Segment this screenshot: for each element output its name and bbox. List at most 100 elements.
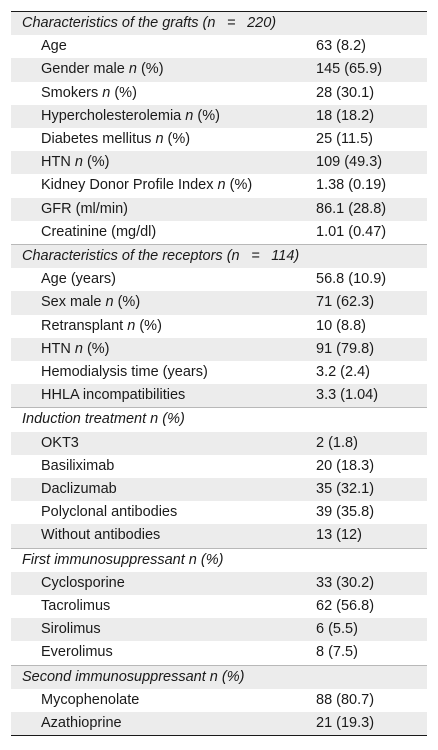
- row-label-text: Without antibodies: [41, 527, 161, 544]
- row-label: Hemodialysis time (years): [11, 361, 316, 384]
- row-value: 21 (19.3): [316, 712, 427, 736]
- row-label-suffix: (%): [136, 61, 164, 78]
- row-label-text: Polyclonal antibodies: [41, 504, 178, 521]
- row-value: 3.2 (2.4): [316, 364, 370, 381]
- row-label-text: Smokers: [41, 84, 103, 101]
- row-label-suffix: (%): [225, 177, 253, 194]
- row-label-text: Gender male: [41, 61, 129, 78]
- table-row: Age 63 (8.2): [11, 35, 427, 58]
- row-value: 109 (49.3): [316, 151, 427, 175]
- table-row: Retransplant n (%) 10 (8.8): [11, 315, 427, 338]
- row-label: Creatinine (mg/dl): [11, 221, 316, 245]
- table-row: HTN n (%) 91 (79.8): [11, 337, 427, 362]
- row-label: Gender male n (%): [11, 58, 316, 82]
- row-label: Everolimus: [11, 641, 316, 665]
- row-value: 62 (56.8): [316, 598, 375, 615]
- row-label: Mycophenolate: [11, 689, 316, 712]
- row-label: Smokers n (%): [11, 82, 316, 105]
- row-label-text: Mycophenolate: [41, 691, 140, 708]
- row-value: 39 (35.8): [316, 504, 375, 521]
- row-label: HHLA incompatibilities: [11, 384, 316, 408]
- table-row: Diabetes mellitus n (%) 25 (11.5): [11, 128, 427, 151]
- section-title: Characteristics of the grafts (n = 220): [11, 11, 427, 36]
- row-value: 10 (8.8): [316, 317, 366, 334]
- row-label-text: Age (years): [41, 271, 116, 288]
- table-row: Without antibodies 13 (12): [11, 524, 427, 549]
- row-label-text: HHLA incompatibilities: [41, 387, 186, 404]
- table-row: Sex male n (%) 71 (62.3): [11, 291, 427, 315]
- row-value: 13 (12): [316, 524, 427, 549]
- table-body: Characteristics of the grafts (n = 220) A…: [11, 11, 427, 736]
- table-row: Hypercholesterolemia n (%) 18 (18.2): [11, 104, 427, 129]
- row-label-suffix: (%): [110, 84, 137, 101]
- section-title: Second immunosuppressant n (%): [11, 664, 427, 689]
- row-label-unit: n: [127, 317, 136, 334]
- table-row: Gender male n (%) 145 (65.9): [11, 58, 427, 82]
- row-label: Age (years): [11, 268, 316, 291]
- row-label-text: Creatinine (mg/dl): [41, 223, 157, 240]
- table-row: GFR (ml/min) 86.1 (28.8): [11, 197, 427, 221]
- row-label-text: HTN: [41, 340, 75, 357]
- row-label-text: Sirolimus: [41, 621, 101, 638]
- row-label: Sirolimus: [11, 618, 316, 642]
- table-row: HTN n (%) 109 (49.3): [11, 151, 427, 175]
- section-header-row: Induction treatment n (%): [11, 407, 427, 432]
- row-label-text: HTN: [41, 154, 75, 171]
- row-value: 88 (80.7): [316, 691, 375, 708]
- row-label: Daclizumab: [11, 478, 316, 502]
- row-value: 35 (32.1): [316, 478, 427, 502]
- row-label-unit: n: [105, 294, 114, 311]
- row-label-text: Daclizumab: [41, 481, 117, 498]
- row-value: 33 (30.2): [316, 571, 427, 596]
- row-label: Azathioprine: [11, 712, 316, 736]
- row-label-text: Age: [41, 38, 67, 55]
- row-label-suffix: (%): [193, 107, 220, 124]
- row-value: 20 (18.3): [316, 457, 375, 474]
- row-value: 86.1 (28.8): [316, 197, 427, 221]
- row-label-suffix: (%): [82, 154, 110, 171]
- row-label: GFR (ml/min): [11, 197, 316, 221]
- row-value: 1.38 (0.19): [316, 177, 387, 194]
- table-row: Mycophenolate 88 (80.7): [11, 689, 427, 712]
- section-title: Induction treatment n (%): [11, 407, 427, 432]
- row-label: Tacrolimus: [11, 595, 316, 618]
- row-label: HTN n (%): [11, 337, 316, 362]
- row-label-unit: n: [74, 154, 83, 171]
- row-label-text: Retransplant: [41, 317, 128, 334]
- row-value: 145 (65.9): [316, 58, 427, 82]
- row-value: 3.3 (1.04): [316, 384, 427, 408]
- row-label: Without antibodies: [11, 524, 316, 549]
- row-label-text: Tacrolimus: [41, 598, 111, 615]
- characteristics-table: Characteristics of the grafts (n = 220) A…: [11, 11, 427, 737]
- table-row: Azathioprine 21 (19.3): [11, 712, 427, 736]
- row-label-unit: n: [102, 84, 111, 101]
- row-label: OKT3: [11, 431, 316, 455]
- row-label-text: Hypercholesterolemia: [41, 107, 186, 124]
- table-row: Cyclosporine 33 (30.2): [11, 571, 427, 596]
- row-label-text: Diabetes mellitus: [41, 131, 156, 148]
- row-value: 6 (5.5): [316, 618, 427, 642]
- section-header-row: Second immunosuppressant n (%): [11, 664, 427, 689]
- row-value: 28 (30.1): [316, 84, 375, 101]
- row-label-text: Hemodialysis time (years): [41, 364, 208, 381]
- row-label-text: Cyclosporine: [41, 574, 125, 591]
- table-row: Sirolimus 6 (5.5): [11, 618, 427, 642]
- table-row: Everolimus 8 (7.5): [11, 641, 427, 665]
- row-label: Retransplant n (%): [11, 315, 316, 338]
- table-row: Smokers n (%) 28 (30.1): [11, 82, 427, 105]
- table-row: HHLA incompatibilities 3.3 (1.04): [11, 384, 427, 408]
- row-value: 71 (62.3): [316, 291, 427, 315]
- row-label: Kidney Donor Profile Index n (%): [11, 174, 316, 197]
- row-label-text: Everolimus: [41, 644, 113, 661]
- row-label: HTN n (%): [11, 151, 316, 175]
- row-value: 63 (8.2): [316, 38, 366, 55]
- row-label-suffix: (%): [135, 317, 162, 334]
- row-value: 25 (11.5): [316, 131, 373, 148]
- table-row: Age (years) 56.8 (10.9): [11, 268, 427, 291]
- row-value: 56.8 (10.9): [316, 271, 387, 288]
- table-row: Basiliximab 20 (18.3): [11, 455, 427, 478]
- row-label-unit: n: [185, 107, 194, 124]
- row-label-unit: n: [74, 340, 83, 357]
- section-title: Characteristics of the receptors (n = 11…: [11, 244, 427, 269]
- section-header-row: First immunosuppressant n (%): [11, 547, 427, 572]
